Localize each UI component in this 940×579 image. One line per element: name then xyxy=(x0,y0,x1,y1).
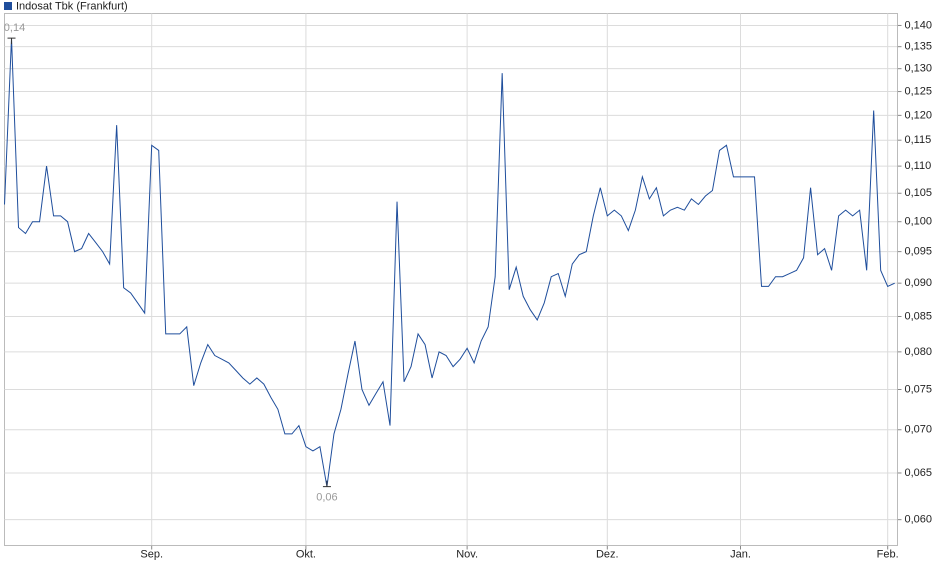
y-tick-label: 0,140 xyxy=(905,19,933,31)
annotation-marker xyxy=(7,37,16,45)
x-tick-label: Dez. xyxy=(596,548,619,560)
annotation-label: 0,06 xyxy=(316,491,337,503)
plot-area xyxy=(4,13,898,546)
annotation-label: 0,14 xyxy=(4,22,25,34)
y-tick-label: 0,115 xyxy=(905,134,932,146)
legend-label: Indosat Tbk (Frankfurt) xyxy=(16,0,128,12)
y-tick-label: 0,110 xyxy=(905,160,932,172)
y-tick-label: 0,135 xyxy=(905,41,933,53)
y-tick-label: 0,090 xyxy=(905,277,933,289)
y-tick-label: 0,105 xyxy=(905,187,933,199)
line-series xyxy=(4,38,895,487)
legend-swatch xyxy=(4,2,12,10)
y-tick-label: 0,130 xyxy=(905,63,933,75)
x-tick-label: Nov. xyxy=(456,548,478,560)
y-tick-label: 0,100 xyxy=(905,216,933,228)
y-tick-label: 0,065 xyxy=(905,467,933,479)
y-tick-label: 0,120 xyxy=(905,109,933,121)
x-tick-label: Sep. xyxy=(140,548,163,560)
x-tick-label: Okt. xyxy=(296,548,316,560)
annotation-marker xyxy=(322,480,331,488)
y-tick-label: 0,060 xyxy=(905,514,933,526)
y-tick-label: 0,080 xyxy=(905,346,933,358)
y-tick-label: 0,070 xyxy=(905,424,933,436)
x-tick-label: Jan. xyxy=(730,548,751,560)
y-tick-label: 0,095 xyxy=(905,246,933,258)
y-tick-label: 0,085 xyxy=(905,310,933,322)
y-tick-label: 0,125 xyxy=(905,85,933,97)
y-tick-label: 0,075 xyxy=(905,383,933,395)
x-tick-label: Feb. xyxy=(877,548,899,560)
